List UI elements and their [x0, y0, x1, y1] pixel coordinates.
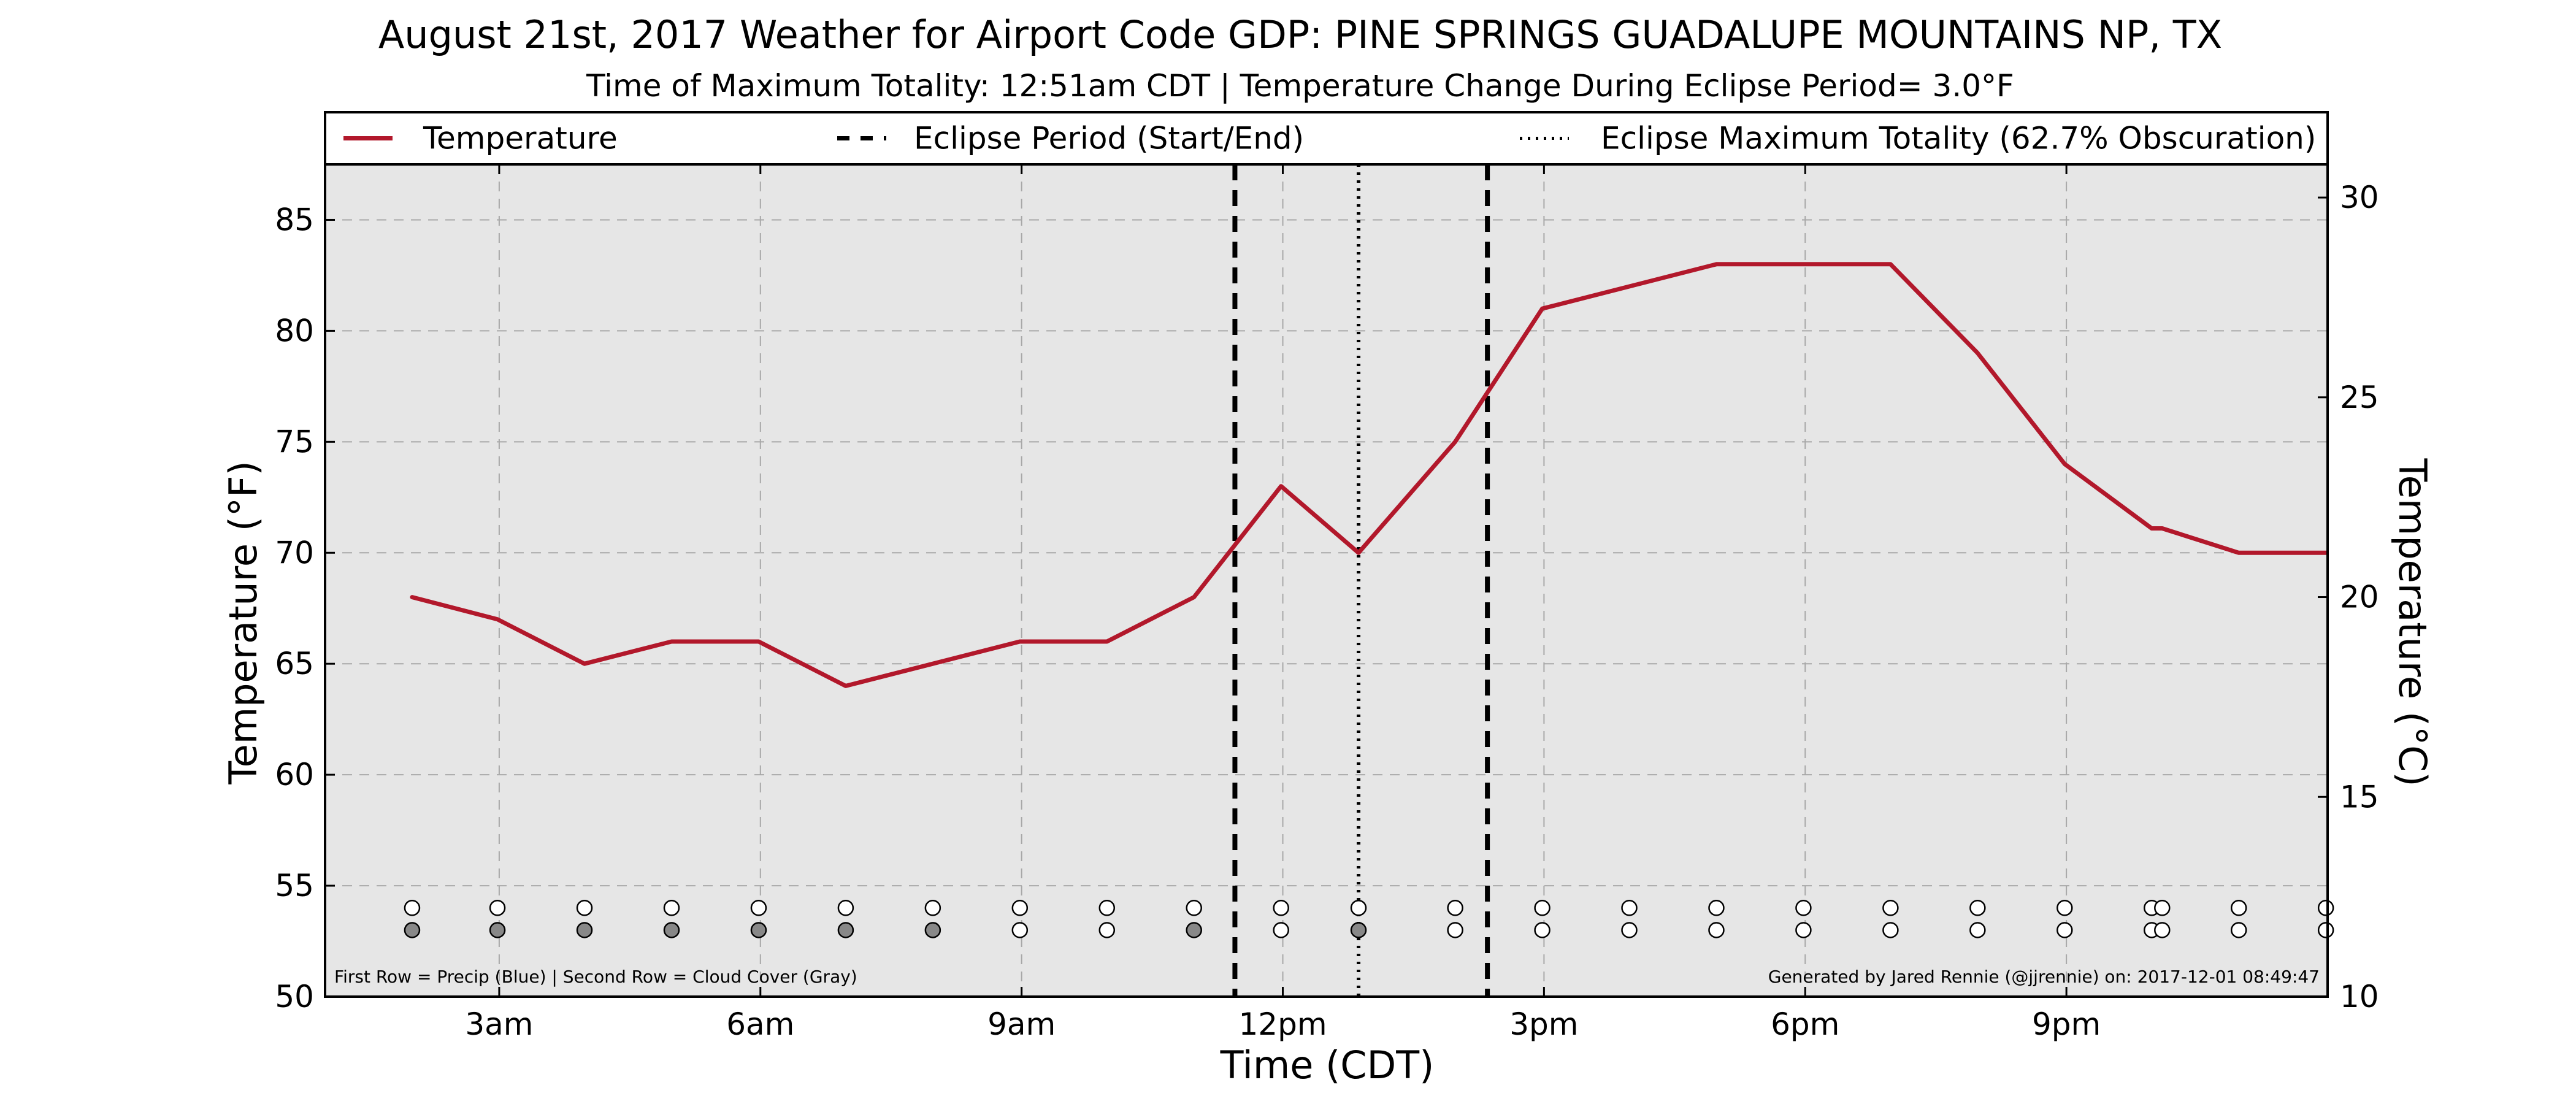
legend: Temperature Eclipse Period (Start/End) Ecl… [324, 111, 2329, 166]
precip-marker [2317, 900, 2334, 916]
y-tick-label: 70 [275, 535, 314, 570]
precip-marker [1969, 900, 1986, 916]
y-tick-label: 80 [275, 313, 314, 348]
x-tick-label: 6am [726, 1006, 794, 1042]
cloud-marker [2154, 922, 2171, 938]
precip-marker [1273, 900, 1289, 916]
y2-tick-label: 25 [2340, 380, 2379, 415]
precip-marker [1186, 900, 1202, 916]
cloud-marker [1795, 922, 1812, 938]
series-layer [410, 262, 2328, 688]
precip-marker [663, 900, 680, 916]
precip-marker [1098, 900, 1116, 916]
cloud-marker [489, 922, 506, 938]
precip-marker [2154, 900, 2171, 916]
cloud-marker [2230, 922, 2247, 938]
y2-tick-label: 10 [2340, 979, 2379, 1014]
precip-marker [1795, 900, 1812, 916]
cloud-marker [663, 922, 680, 938]
cloud-marker [1273, 922, 1289, 938]
cloud-marker [1882, 922, 1899, 938]
y-tick-label: 85 [275, 202, 314, 237]
precip-marker [1447, 900, 1463, 916]
precip-marker [924, 900, 941, 916]
cloud-marker [1186, 922, 1202, 938]
cloud-marker [1350, 922, 1367, 938]
cloud-marker [1534, 922, 1551, 938]
legend-box [324, 111, 2329, 166]
cloud-marker [1621, 922, 1638, 938]
cloud-marker [1447, 922, 1463, 938]
x-tick-label: 9am [987, 1006, 1056, 1042]
cloud-marker [1708, 922, 1725, 938]
legend-label: Eclipse Period (Start/End) [914, 121, 1304, 156]
y-tick-label: 60 [275, 757, 314, 792]
y-tick-label: 50 [275, 979, 314, 1014]
precip-marker [1708, 900, 1725, 916]
cloud-marker [1098, 922, 1116, 938]
footnote-right: Generated by Jared Rennie (@jjrennie) on… [1768, 967, 2320, 987]
cloud-marker [2317, 922, 2334, 938]
precip-marker [1621, 900, 1638, 916]
y-tick-label: 65 [275, 646, 314, 681]
precip-marker [1534, 900, 1551, 916]
precip-marker [1011, 900, 1029, 916]
y2-tick-label: 20 [2340, 580, 2379, 615]
cloud-marker [2057, 922, 2073, 938]
chart-subtitle: Time of Maximum Totality: 12:51am CDT | … [586, 68, 2014, 104]
footnote-left: First Row = Precip (Blue) | Second Row =… [334, 967, 857, 987]
y-axis-label: Temperature (°F) [221, 461, 266, 784]
marker-layer [404, 900, 2334, 938]
x-axis-label: Time (CDT) [1220, 1043, 1435, 1087]
y-axis-left: 50 55 60 65 70 75 80 85 [275, 202, 335, 1014]
y2-tick-label: 15 [2340, 779, 2379, 815]
x-tick-label: 12pm [1238, 1006, 1327, 1042]
y2-tick-label: 30 [2340, 180, 2379, 215]
chart-title: August 21st, 2017 Weather for Airport Co… [378, 12, 2222, 57]
legend-label: Eclipse Maximum Totality (62.7% Obscurat… [1601, 121, 2316, 156]
eclipse-lines [1232, 164, 1490, 997]
cloud-marker [924, 922, 941, 938]
y-tick-label: 55 [275, 868, 314, 903]
precip-marker [750, 900, 767, 916]
precip-marker [1882, 900, 1899, 916]
x-tick-label: 6pm [1771, 1006, 1839, 1042]
cloud-marker [404, 922, 421, 938]
precip-marker [2057, 900, 2073, 916]
grid [325, 164, 2328, 997]
temperature-line [410, 262, 2328, 688]
cloud-marker [1969, 922, 1986, 938]
cloud-marker [837, 922, 854, 938]
precip-marker [837, 900, 854, 916]
precip-marker [576, 900, 593, 916]
cloud-marker [576, 922, 593, 938]
plot-area [325, 164, 2328, 997]
legend-label: Temperature [423, 121, 618, 156]
x-tick-label: 9pm [2032, 1006, 2101, 1042]
y-tick-label: 75 [275, 424, 314, 459]
plot-frame [324, 163, 2329, 998]
cloud-marker [1011, 922, 1029, 938]
cloud-marker [750, 922, 767, 938]
x-axis: 3am 6am 9am 12pm 3pm 6pm 9pm [465, 164, 2101, 1042]
precip-marker [489, 900, 506, 916]
precip-marker [404, 900, 421, 916]
precip-marker [1350, 900, 1367, 916]
y-axis-label-right: Temperature (°C) [2390, 458, 2435, 786]
y-axis-right: 10 15 20 25 30 [2318, 180, 2379, 1014]
x-tick-label: 3pm [1509, 1006, 1578, 1042]
x-tick-label: 3am [465, 1006, 533, 1042]
precip-marker [2230, 900, 2247, 916]
